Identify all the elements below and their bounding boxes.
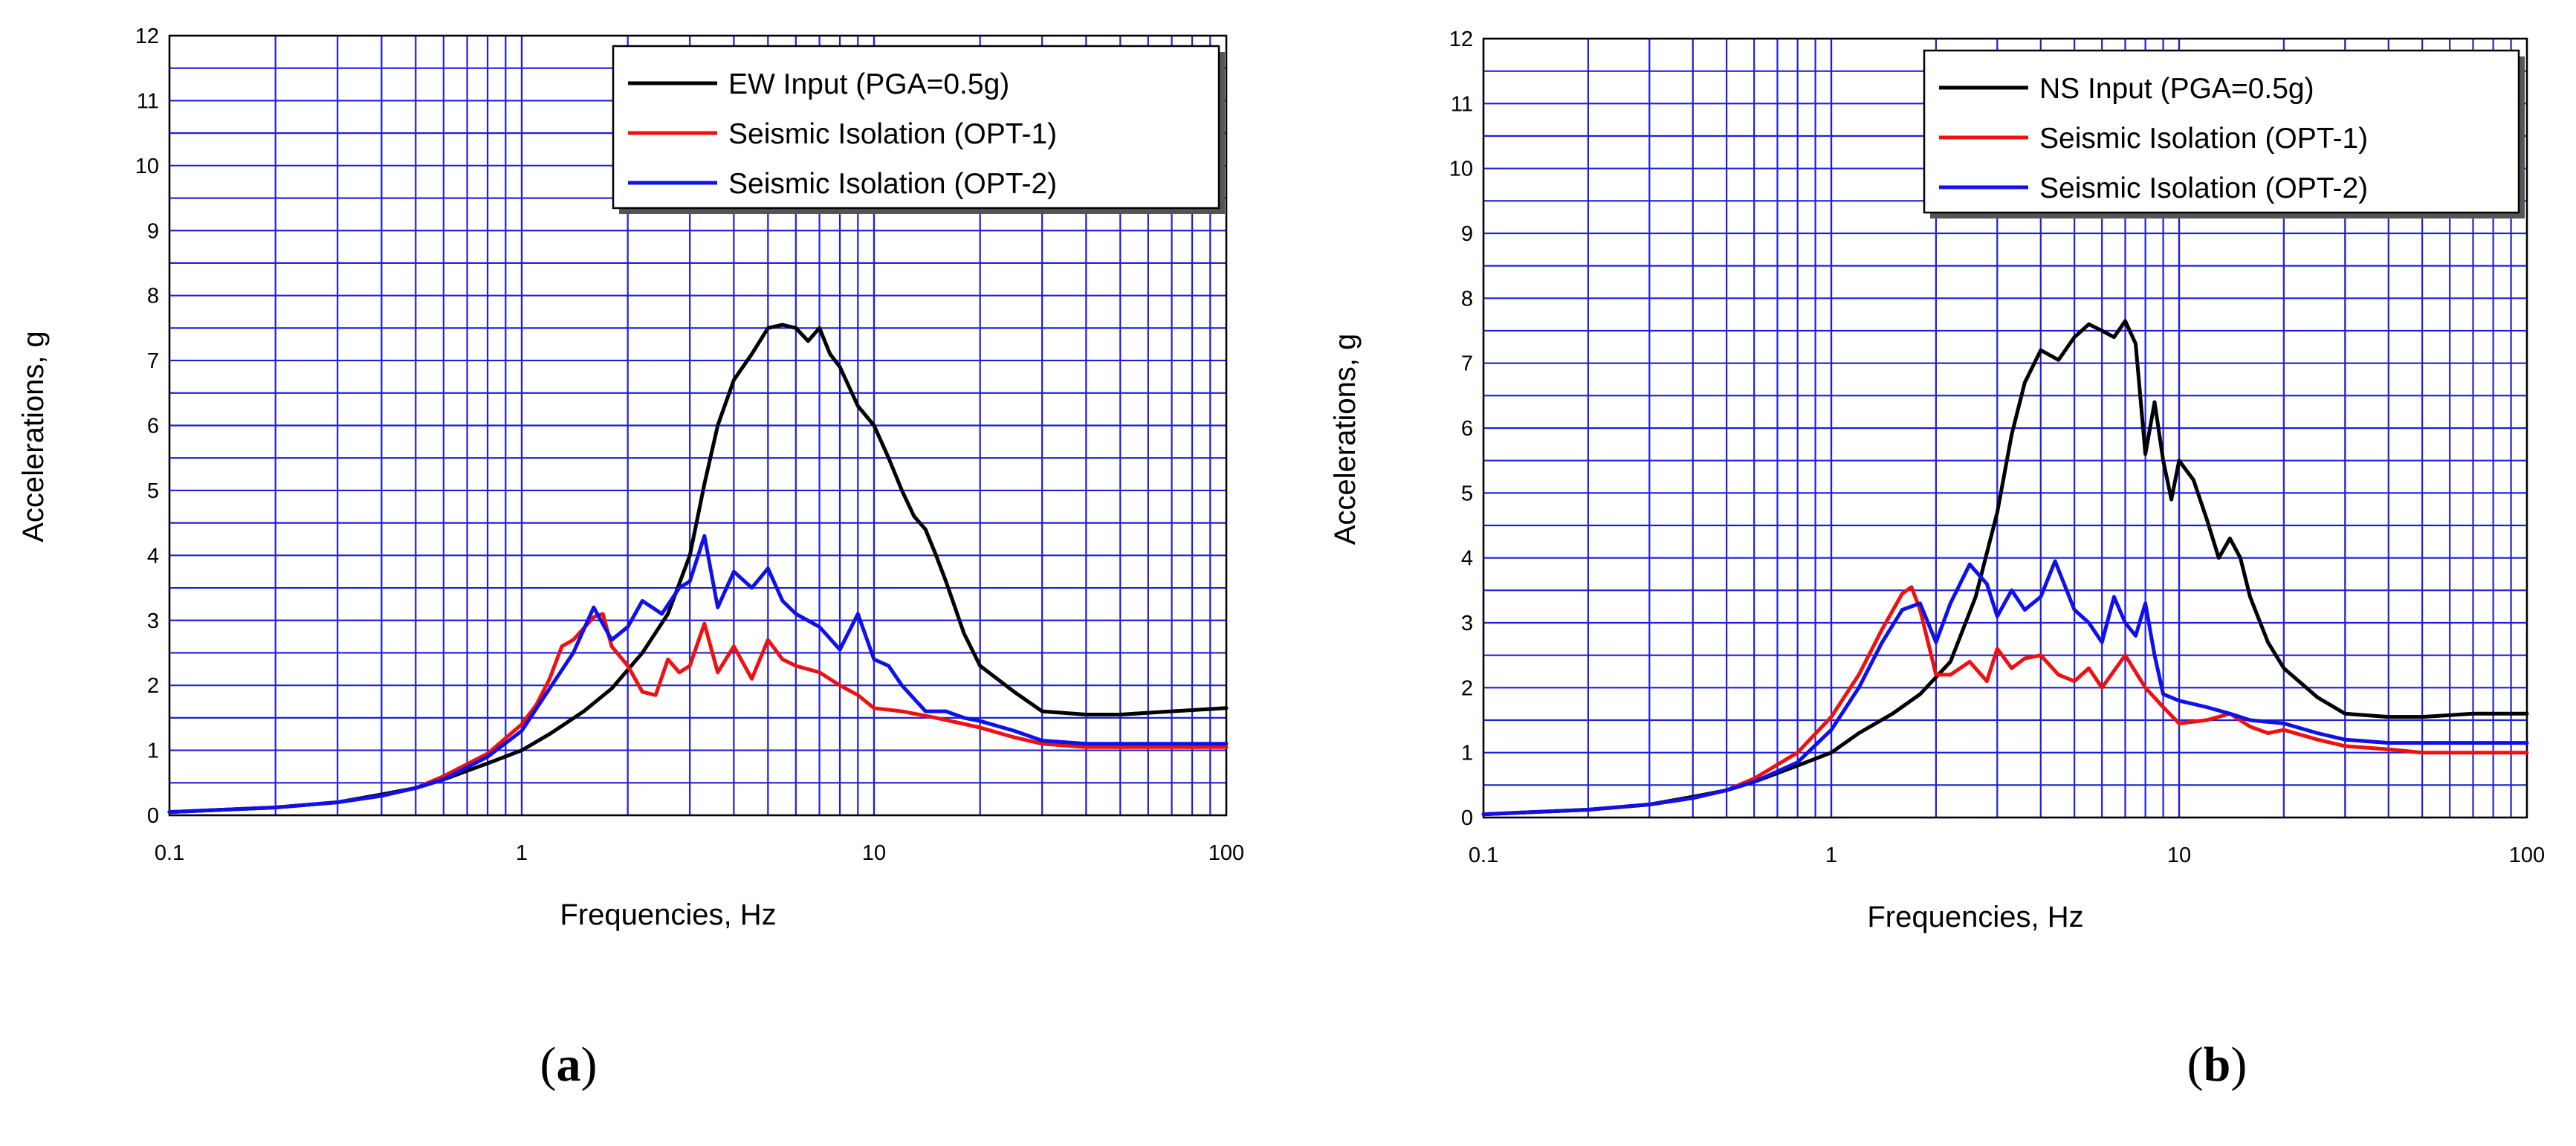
chart-a-series-line-0: [167, 323, 1229, 815]
chart-a-legend: EW Input (PGA=0.5g) Seismic Isolation (OP…: [612, 45, 1225, 214]
chart-b-ytick-label: 11: [1451, 92, 1473, 116]
chart-b-ytick-label: 12: [1449, 27, 1473, 51]
chart-a-ytick-label: 6: [147, 415, 159, 438]
chart-b-ylabel: Accelerations, g: [1329, 334, 1362, 546]
chart-a-xtick-label: 10: [862, 841, 886, 865]
chart-a-ytick-label: 4: [147, 544, 159, 568]
chart-a-xlabel: Frequencies, Hz: [560, 899, 776, 931]
chart-a-ytick-label: 5: [147, 479, 159, 503]
chart-b-ytick-label: 9: [1461, 222, 1473, 246]
chart-a-legend-label: Seismic Isolation (OPT-1): [728, 118, 1057, 150]
chart-a-series-line-1: [167, 612, 1229, 815]
chart-a-ytick-label: 9: [147, 219, 159, 243]
panel-caption-b: (b): [2187, 1037, 2247, 1092]
chart-b-legend-label: Seismic Isolation (OPT-2): [2039, 172, 2368, 204]
chart-b-frame: [1482, 37, 2528, 819]
chart-b-ytick-label: 4: [1461, 547, 1473, 571]
chart-a-ytick-label: 8: [147, 285, 159, 308]
chart-a-xtick-label: 0.1: [155, 841, 184, 865]
chart-a-series-line-2: [167, 534, 1229, 815]
chart-a-ytick-label: 11: [137, 89, 159, 113]
chart-a-frame: [168, 34, 1228, 817]
panel-caption-a: (a): [540, 1037, 598, 1092]
chart-b-ytick-label: 7: [1461, 352, 1473, 376]
chart-a-legend-label: Seismic Isolation (OPT-2): [728, 168, 1057, 200]
chart-a-ytick-label: 10: [135, 155, 159, 178]
figure-panel-b: 0 1 2 3 4 5 6 7 8 9 10 11 12 0.1 1 10 100 Frequencies, Hz…: [1288, 0, 2576, 1146]
chart-b-series-line-2: [1481, 559, 2529, 817]
chart-a-ytick-label: 0: [147, 804, 159, 828]
chart-a-xtick-label: 100: [1208, 841, 1244, 865]
chart-a-series-group: [167, 323, 1229, 815]
chart-b-xtick-label: 1: [1825, 844, 1837, 867]
chart-b-xtick-label: 10: [2167, 844, 2191, 867]
chart-b-legend-label: NS Input (PGA=0.5g): [2039, 73, 2314, 105]
chart-b-legend-label: Seismic Isolation (OPT-1): [2039, 123, 2368, 155]
chart-b-ytick-label: 8: [1461, 287, 1473, 311]
chart-b-ytick-label: 10: [1449, 158, 1473, 181]
panel-label-a: a: [556, 1037, 581, 1092]
chart-b-ytick-label: 0: [1461, 806, 1473, 830]
chart-b-xtick-label: 0.1: [1469, 844, 1498, 867]
chart-b-ytick-label: 5: [1461, 482, 1473, 505]
chart-a-ytick-label: 2: [147, 674, 159, 698]
chart-a-ytick-label: 3: [147, 609, 159, 633]
chart-a-ytick-label: 1: [147, 739, 159, 763]
chart-b-series-line-0: [1481, 319, 2529, 817]
chart-b-xtick-label: 100: [2509, 844, 2545, 867]
chart-a-xtick-label: 1: [516, 841, 528, 865]
chart-b-ytick-label: 3: [1461, 612, 1473, 635]
chart-b-ytick-label: 1: [1461, 742, 1473, 765]
panel-label-b: b: [2203, 1037, 2231, 1092]
chart-a-ytick-label: 7: [147, 349, 159, 373]
chart-a-ylabel: Accelerations, g: [17, 331, 50, 543]
chart-b-series-group: [1481, 319, 2529, 817]
chart-b-ytick-label: 2: [1461, 676, 1473, 700]
chart-b-series-line-1: [1481, 585, 2529, 817]
chart-a-legend-label: EW Input (PGA=0.5g): [728, 68, 1009, 100]
chart-b-ytick-label: 6: [1461, 417, 1473, 441]
chart-b-xlabel: Frequencies, Hz: [1867, 901, 2083, 933]
figure-panel-a: 0 1 2 3 4 5 6 7 8 9 10 11 12 0.1 1 10 100 Frequencies, Hz…: [17, 25, 1244, 1092]
chart-a-ytick-label: 12: [135, 25, 159, 48]
chart-b-legend: NS Input (PGA=0.5g) Seismic Isolation (OP…: [1923, 49, 2525, 218]
